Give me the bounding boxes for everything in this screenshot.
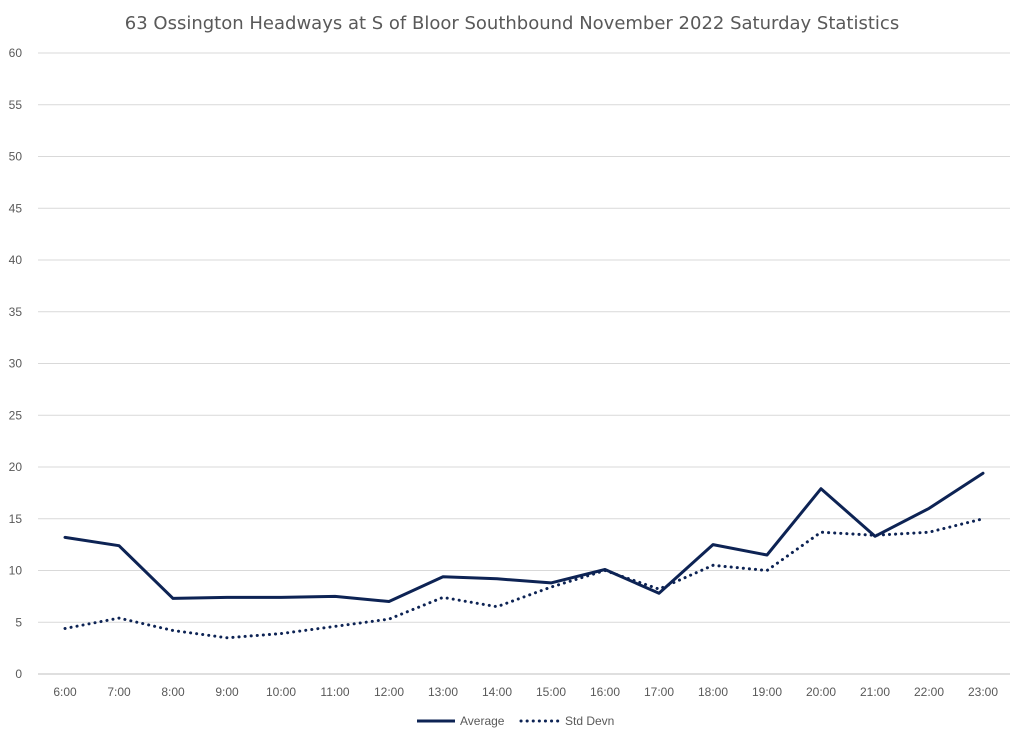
x-tick-label: 21:00 — [860, 685, 890, 699]
gridlines — [38, 52, 1010, 675]
x-tick-label: 13:00 — [428, 685, 458, 699]
legend-item: Average — [417, 714, 505, 728]
y-axis-ticks: 0 5 10 15 20 25 30 35 40 45 50 55 60 — [9, 46, 23, 681]
x-tick-label: 10:00 — [266, 685, 296, 699]
y-tick-label: 10 — [9, 564, 23, 578]
y-tick-label: 25 — [9, 408, 23, 422]
x-tick-label: 14:00 — [482, 685, 512, 699]
y-tick-label: 55 — [9, 98, 23, 112]
y-tick-label: 30 — [9, 357, 23, 371]
x-tick-label: 9:00 — [215, 685, 239, 699]
y-tick-label: 40 — [9, 253, 23, 267]
x-tick-label: 18:00 — [698, 685, 728, 699]
x-tick-label: 6:00 — [53, 685, 77, 699]
x-tick-label: 16:00 — [590, 685, 620, 699]
x-tick-label: 11:00 — [320, 685, 349, 699]
y-tick-label: 50 — [9, 150, 23, 164]
x-tick-label: 7:00 — [107, 685, 131, 699]
y-tick-label: 60 — [9, 46, 23, 60]
y-tick-label: 35 — [9, 305, 23, 319]
x-tick-label: 20:00 — [806, 685, 836, 699]
y-tick-label: 15 — [9, 512, 23, 526]
legend: Average Std Devn — [417, 714, 614, 728]
legend-label: Average — [460, 714, 505, 728]
legend-label: Std Devn — [565, 714, 614, 728]
x-tick-label: 19:00 — [752, 685, 782, 699]
x-tick-label: 17:00 — [644, 685, 674, 699]
y-tick-label: 45 — [9, 201, 23, 215]
y-tick-label: 5 — [15, 615, 22, 629]
x-tick-label: 12:00 — [374, 685, 404, 699]
chart-title: 63 Ossington Headways at S of Bloor Sout… — [125, 13, 899, 34]
y-tick-label: 20 — [9, 460, 23, 474]
series-line-std-devn — [63, 517, 985, 640]
legend-item: Std Devn — [519, 714, 614, 728]
series-line-average — [63, 471, 985, 603]
x-tick-label: 15:00 — [536, 685, 566, 699]
x-tick-label: 8:00 — [161, 685, 185, 699]
x-axis-ticks: 6:00 7:00 8:00 9:00 10:00 11:00 12:00 13:00 14:0… — [53, 685, 998, 699]
y-tick-label: 0 — [15, 667, 22, 681]
x-tick-label: 22:00 — [914, 685, 944, 699]
x-tick-label: 23:00 — [968, 685, 998, 699]
series-lines — [63, 471, 985, 640]
